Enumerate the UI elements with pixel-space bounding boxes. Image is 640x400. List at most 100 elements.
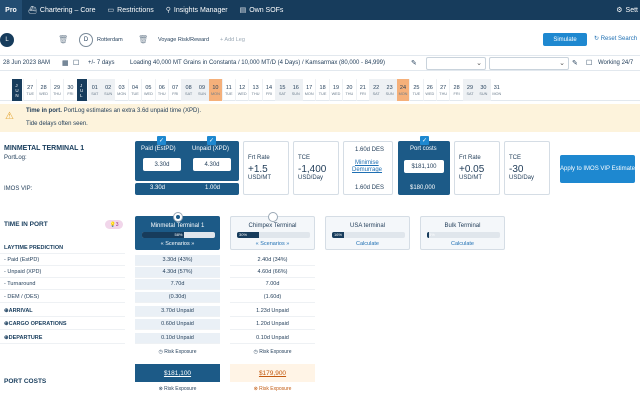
calendar-day[interactable]: 14 FRI	[261, 79, 275, 101]
terminal-radio[interactable]	[173, 212, 183, 222]
port-circle[interactable]: D	[79, 33, 93, 47]
calendar-day[interactable]: 26 WED	[422, 79, 436, 101]
brand-logo[interactable]: Pro	[0, 0, 22, 20]
day-number: 24	[399, 84, 407, 91]
working-select[interactable]: Working 24/7	[598, 60, 634, 66]
nav-item-own-sofs[interactable]: ▤ Own SOFs	[234, 0, 290, 20]
dropdown-select[interactable]	[426, 57, 486, 70]
minimise-link[interactable]: Minimise	[355, 160, 379, 166]
terminal-card-2[interactable]: Chimpex Terminal 30% « Scenarios »	[230, 212, 315, 250]
calendar-day[interactable]: 13 THU	[248, 79, 261, 101]
paid-checkbox[interactable]: ✓	[157, 136, 166, 145]
calendar-day[interactable]: 08 SAT	[181, 79, 195, 101]
terminal-card-1[interactable]: Minmetal Terminal 1 58% « Scenarios »	[135, 212, 220, 250]
terminal-footer[interactable]: « Scenarios »	[255, 241, 290, 247]
portlog-label: PortLog:	[4, 155, 27, 161]
calendar-day[interactable]: 28 WED	[36, 79, 49, 101]
calendar-day[interactable]: 30 FRI	[63, 79, 76, 101]
row-label-cargo-ops[interactable]: ⊕ CARGO OPERATIONS	[0, 319, 125, 330]
calendar-day[interactable]: 03 MON	[114, 79, 127, 101]
calendar-day[interactable]: 15 SAT	[275, 79, 289, 101]
terminal-probability-bar: 58%	[142, 232, 215, 238]
port-costs-input[interactable]: $181,100	[404, 160, 444, 173]
calendar-day[interactable]: 01 SAT	[87, 79, 101, 101]
calendar-icon[interactable]: ▦	[62, 60, 69, 67]
date-field[interactable]: 28 Jun 2023 8AM	[3, 60, 51, 66]
row-label-dem: - DEM / (DES)	[0, 292, 125, 303]
calendar-day[interactable]: 30 SUN	[476, 79, 490, 101]
nav-item-chartering[interactable]: ⛴ Chartering – Core	[22, 0, 102, 20]
unpaid-input[interactable]: 4.30d	[193, 158, 231, 171]
port-label[interactable]: Rotterdam	[97, 37, 123, 43]
calendar-day[interactable]: 27 TUE	[23, 79, 36, 101]
calendar-day[interactable]: 06 THU	[154, 79, 168, 101]
terminal-footer[interactable]: « Scenarios »	[160, 241, 195, 247]
calendar-day[interactable]: 10 MON	[208, 79, 222, 101]
calendar-day[interactable]: 28 FRI	[449, 79, 462, 101]
reset-search-button[interactable]: ↻ Reset Search	[594, 35, 637, 42]
edit-icon[interactable]: ✎	[411, 60, 417, 67]
day-number: 13	[252, 84, 259, 91]
calendar-day[interactable]: 22 SAT	[369, 79, 383, 101]
scenarios-link[interactable]: Scenarios	[260, 241, 285, 247]
bulb-icon: 💡	[109, 221, 116, 228]
t2-cost[interactable]: $179,900	[230, 364, 315, 382]
calendar-day[interactable]: 07 FRI	[168, 79, 181, 101]
day-name: TUE	[224, 91, 233, 96]
calendar-day[interactable]: 29 SAT	[462, 79, 477, 101]
simulate-button[interactable]: Simulate	[543, 33, 587, 46]
t1-cost[interactable]: $181,100	[135, 364, 220, 382]
port-costs-checkbox[interactable]: ✓	[420, 136, 429, 145]
window-checkbox[interactable]: ☐	[73, 60, 80, 67]
working-checkbox[interactable]: ☐	[586, 60, 593, 67]
terminal-card-4[interactable]: Bulk Terminal 3% Calculate	[420, 216, 505, 250]
calculate-button[interactable]: Calculate	[451, 241, 474, 247]
calendar-day[interactable]: 11 TUE	[221, 79, 235, 101]
edit-icon[interactable]: ✎	[572, 60, 578, 67]
trash-icon[interactable]: 🗑	[58, 35, 69, 44]
calendar-day[interactable]: 09 SUN	[194, 79, 209, 101]
calendar-day[interactable]: 19 WED	[328, 79, 342, 101]
scenarios-link[interactable]: Scenarios	[165, 241, 190, 247]
voyage-risk-label[interactable]: Voyage Risk/Reward	[158, 37, 210, 43]
t2-risk-exposure[interactable]: ◷ Risk Exposure	[230, 349, 315, 355]
window-select[interactable]: +/- 7 days	[88, 60, 115, 66]
t1-risk-exposure[interactable]: ◷ Risk Exposure	[135, 349, 220, 355]
paid-input[interactable]: 3.30d	[143, 158, 181, 171]
t2-cost-risk[interactable]: ⊗ Risk Exposure	[230, 386, 315, 392]
calendar-day[interactable]: 25 TUE	[409, 79, 422, 101]
terminal-card-3[interactable]: USA terminal 16% Calculate	[325, 216, 410, 250]
calendar-day[interactable]: 29 THU	[49, 79, 63, 101]
vessel-circle[interactable]: L	[0, 33, 14, 47]
day-number: 03	[118, 84, 125, 91]
insight-badge[interactable]: 💡 3	[105, 220, 123, 229]
t1-cost-risk[interactable]: ⊗ Risk Exposure	[135, 386, 220, 392]
calendar-day[interactable]: 31 MON	[489, 79, 503, 101]
calendar-day[interactable]: 23 SUN	[382, 79, 396, 101]
cargo-field[interactable]: Loading 40,000 MT Grains in Constanta / …	[130, 60, 386, 66]
dropdown-select[interactable]	[489, 57, 569, 70]
demurrage-link[interactable]: Demurrage	[352, 167, 383, 173]
calendar-day[interactable]: 12 WED	[235, 79, 248, 101]
calendar-day[interactable]: 18 TUE	[315, 79, 328, 101]
unpaid-checkbox[interactable]: ✓	[207, 136, 216, 145]
calendar-day[interactable]: 24 MON	[395, 79, 410, 101]
calendar-day[interactable]: 05 WED	[141, 79, 154, 101]
trash-icon[interactable]: 🗑	[138, 35, 149, 44]
calendar-day[interactable]: 17 MON	[302, 79, 315, 101]
calendar-day[interactable]: 16 SUN	[288, 79, 302, 101]
row-label-arrival[interactable]: ⊕ ARRIVAL	[0, 306, 125, 317]
calculate-button[interactable]: Calculate	[356, 241, 379, 247]
nav-item-insights[interactable]: ⚲ Insights Manager	[160, 0, 234, 20]
calendar-day[interactable]: 02 SUN	[101, 79, 115, 101]
calendar-day[interactable]: 21 FRI	[355, 79, 369, 101]
calendar-day[interactable]: 20 THU	[342, 79, 355, 101]
apply-imos-button[interactable]: Apply to IMOS VIP Estimate	[560, 155, 635, 183]
row-label-departure[interactable]: ⊕ DEPARTURE	[0, 333, 125, 344]
nav-item-restrictions[interactable]: ▭ Restrictions	[102, 0, 160, 20]
calendar-day[interactable]: 27 THU	[436, 79, 449, 101]
terminal-radio[interactable]	[268, 212, 278, 222]
calendar-day[interactable]: 04 TUE	[127, 79, 141, 101]
add-leg-button[interactable]: + Add Leg	[220, 37, 245, 43]
settings-menu[interactable]: ⚙ Sett	[616, 0, 638, 20]
